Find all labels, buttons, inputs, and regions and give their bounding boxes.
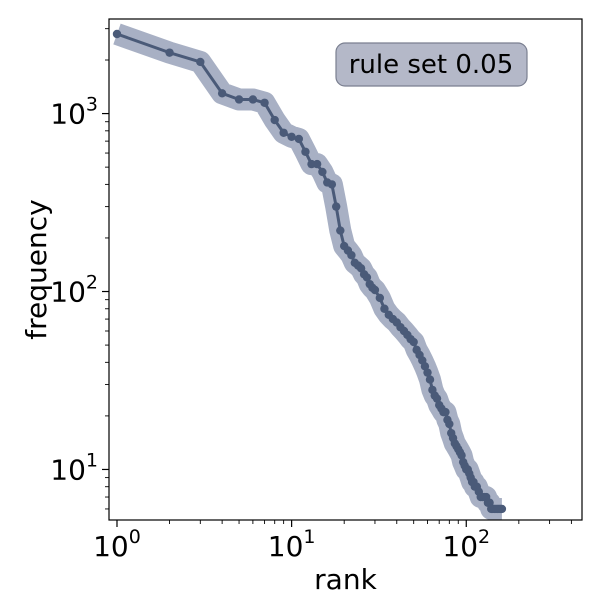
data-point [409,337,418,347]
series-halo-layer [113,23,512,520]
annotation-box-background [335,42,528,87]
annotation-box: rule set 0.05 [335,42,528,87]
data-point [217,89,227,98]
data-point [260,98,269,107]
data-point [196,57,205,67]
annotation-label: rule set 0.05 [349,50,514,80]
tick-label-base: 10 [50,276,86,309]
tick-label-exponent: 2 [86,272,98,294]
data-point [420,362,430,371]
x-axis-label: rank [314,563,377,596]
tick-label-base: 10 [50,98,86,131]
y-axis-label: frequency [20,199,53,339]
data-point [441,407,450,417]
data-point [336,226,345,235]
plot-frame [108,18,583,521]
data-point [332,202,341,211]
data-point [347,251,356,260]
data-point [248,95,258,104]
data-point [294,134,304,144]
tick-label-exponent: 1 [303,526,315,548]
data-point [112,29,122,39]
tick-label-base: 10 [268,530,304,563]
data-point [270,115,279,125]
data-point [318,167,327,177]
data-point [425,375,435,384]
data-point [287,132,296,142]
x-axis-ticks: 100 101 102 [93,520,572,563]
data-point [165,48,174,57]
data-point [362,273,372,282]
data-point [445,419,454,429]
data-point [457,451,466,460]
data-point [432,394,442,403]
series-halo [113,23,512,520]
data-point [497,504,507,514]
y-tick-label: 101 [50,449,98,486]
tick-label-exponent: 1 [86,449,98,471]
x-tick-label: 101 [268,526,316,563]
y-tick-label: 103 [50,94,98,131]
data-point [234,95,244,104]
x-tick-label: 102 [442,526,490,563]
tick-label-exponent: 2 [478,526,490,548]
series-markers [112,29,507,514]
y-tick-label: 102 [50,272,98,309]
x-tick-label: 100 [93,526,141,563]
data-point [327,180,337,189]
tick-label-base: 10 [442,530,478,563]
tick-label-exponent: 0 [129,526,141,548]
tick-label-exponent: 3 [86,94,98,116]
data-point [423,368,432,377]
tick-label-base: 10 [93,530,129,563]
tick-label-base: 10 [50,453,86,486]
data-point [312,159,322,169]
data-point [380,304,389,313]
data-point [370,285,380,295]
data-point [375,293,385,303]
data-point [279,128,288,137]
data-point [301,147,310,156]
plot-area [112,23,512,520]
